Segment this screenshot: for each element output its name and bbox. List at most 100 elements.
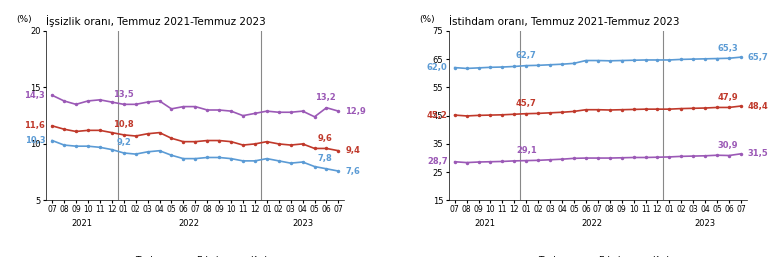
Erkek [581, 59, 591, 62]
Line: Erkek: Erkek [453, 56, 743, 70]
Kadın [215, 108, 224, 112]
Erkek [462, 67, 471, 70]
Toplam [641, 108, 650, 111]
Erkek [725, 57, 734, 60]
Erkek [736, 56, 745, 59]
Kadın [450, 160, 460, 163]
Kadın [155, 99, 164, 103]
Text: 47,9: 47,9 [718, 93, 738, 102]
Toplam [581, 108, 591, 111]
Toplam [310, 147, 320, 150]
Erkek [167, 154, 176, 157]
Text: 2021: 2021 [72, 219, 92, 228]
Erkek [677, 58, 686, 61]
Toplam [167, 137, 176, 140]
Toplam [226, 140, 236, 143]
Toplam [298, 142, 307, 145]
Line: Toplam: Toplam [50, 124, 340, 152]
Text: 13,5: 13,5 [113, 90, 134, 99]
Legend: Toplam, Erkek, Kadın: Toplam, Erkek, Kadın [514, 252, 681, 257]
Legend: Toplam, Erkek, Kadın: Toplam, Erkek, Kadın [112, 252, 279, 257]
Toplam [263, 140, 272, 143]
Toplam [653, 108, 662, 111]
Toplam [701, 106, 710, 109]
Toplam [155, 131, 164, 134]
Erkek [510, 65, 519, 68]
Toplam [569, 110, 578, 113]
Toplam [215, 139, 224, 142]
Erkek [48, 139, 57, 142]
Kadın [179, 105, 188, 108]
Kadın [534, 159, 543, 162]
Kadın [333, 109, 343, 113]
Toplam [486, 114, 495, 117]
Erkek [322, 167, 331, 170]
Erkek [83, 145, 92, 148]
Toplam [239, 143, 248, 146]
Toplam [48, 124, 57, 127]
Text: 11,6: 11,6 [25, 121, 45, 130]
Erkek [534, 64, 543, 67]
Erkek [203, 156, 212, 159]
Erkek [653, 58, 662, 61]
Text: 14,3: 14,3 [25, 91, 45, 100]
Text: 28,7: 28,7 [427, 157, 447, 166]
Toplam [462, 114, 471, 117]
Toplam [510, 113, 519, 116]
Erkek [131, 153, 140, 156]
Kadın [629, 156, 638, 159]
Kadın [72, 103, 81, 106]
Erkek [119, 151, 129, 154]
Text: 9,2: 9,2 [116, 139, 131, 148]
Toplam [712, 106, 721, 109]
Toplam [333, 149, 343, 152]
Kadın [521, 159, 531, 162]
Erkek [569, 62, 578, 65]
Toplam [119, 133, 129, 136]
Kadın [119, 103, 129, 106]
Toplam [450, 114, 460, 117]
Text: 48,4: 48,4 [748, 102, 768, 111]
Line: Kadın: Kadın [453, 152, 743, 164]
Toplam [286, 143, 296, 146]
Text: 2023: 2023 [292, 219, 313, 228]
Text: 30,9: 30,9 [718, 141, 738, 150]
Text: 31,5: 31,5 [748, 149, 768, 158]
Erkek [143, 150, 152, 153]
Toplam [545, 111, 554, 114]
Kadın [510, 159, 519, 162]
Kadın [736, 152, 745, 155]
Kadın [725, 154, 734, 157]
Kadın [107, 100, 116, 104]
Toplam [322, 147, 331, 150]
Kadın [286, 111, 296, 114]
Kadın [322, 106, 331, 109]
Kadın [677, 155, 686, 158]
Toplam [557, 111, 567, 114]
Text: 29,1: 29,1 [516, 146, 537, 155]
Erkek [617, 59, 626, 62]
Kadın [569, 157, 578, 160]
Text: 12,9: 12,9 [346, 107, 366, 116]
Toplam [725, 106, 734, 109]
Kadın [593, 157, 602, 160]
Kadın [131, 103, 140, 106]
Line: Kadın: Kadın [50, 94, 340, 118]
Kadın [191, 105, 200, 108]
Erkek [239, 159, 248, 162]
Kadın [688, 154, 698, 158]
Text: 65,3: 65,3 [717, 44, 738, 53]
Toplam [274, 142, 283, 145]
Toplam [521, 112, 531, 115]
Kadın [298, 109, 307, 113]
Text: 7,6: 7,6 [346, 167, 360, 176]
Kadın [95, 98, 105, 101]
Text: İşsizlik oranı, Temmuz 2021-Temmuz 2023: İşsizlik oranı, Temmuz 2021-Temmuz 2023 [46, 15, 266, 27]
Text: 2023: 2023 [695, 219, 716, 228]
Erkek [486, 66, 495, 69]
Erkek [226, 157, 236, 160]
Kadın [653, 156, 662, 159]
Erkek [450, 66, 460, 69]
Erkek [701, 57, 710, 60]
Erkek [688, 58, 698, 61]
